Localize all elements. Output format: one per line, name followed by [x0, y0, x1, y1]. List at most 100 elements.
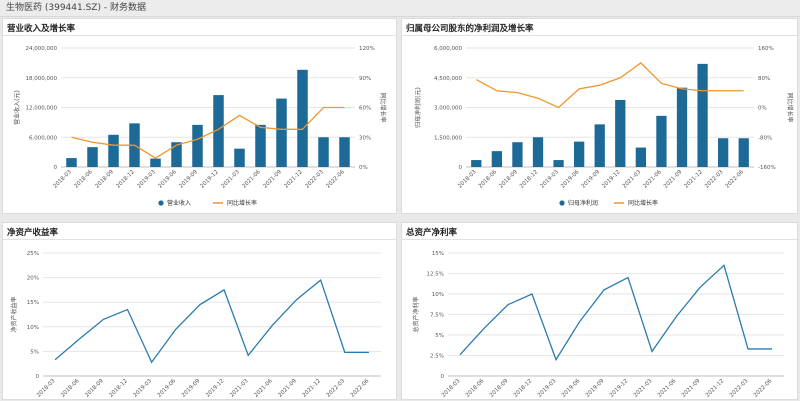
x-tick-label: 2021-12	[302, 378, 322, 398]
x-tick-label: 2022-03	[326, 378, 347, 399]
x-tick-label: 2019-06	[157, 169, 178, 190]
window-titlebar: 生物医药 (399441.SZ) - 财务数据	[0, 0, 800, 17]
bar	[192, 124, 203, 167]
y-tick-label: 0	[36, 374, 40, 380]
x-tick-label: 2022-03	[304, 169, 325, 190]
bar	[738, 138, 749, 167]
y-tick-label: 0	[441, 374, 445, 380]
y2-tick-label: -80%	[758, 135, 772, 141]
bar	[234, 148, 245, 167]
legend-bar-marker	[559, 200, 565, 206]
x-tick-label: 2019-06	[560, 169, 581, 190]
revenue-chart-panel: 营业收入及增长率 0 6,000,000 12,000,000 18,000,000 2…	[2, 18, 397, 214]
x-tick-label: 2021-03	[229, 378, 250, 399]
bar	[718, 138, 729, 167]
ratio-line	[54, 278, 369, 364]
y2-tick-label: 60%	[359, 106, 371, 112]
y-tick-label: 5%	[435, 333, 444, 339]
x-tick-label: 2022-06	[325, 169, 346, 190]
y-tick-label: 20%	[27, 276, 39, 282]
bar	[553, 160, 564, 167]
x-tick-label: 2019-03	[537, 378, 558, 399]
y2-tick-label: -160%	[758, 165, 776, 171]
x-tick-label: 2018-12	[519, 169, 539, 189]
bar	[66, 158, 77, 167]
y2-tick-label: 160%	[758, 46, 774, 52]
x-tick-label: 2021-03	[622, 169, 643, 190]
roa-chart-title: 总资产净利率	[406, 228, 458, 238]
y-tick-label: 18,000,000	[26, 76, 58, 82]
revenue-chart: 0 6,000,000 12,000,000 18,000,000 24,000,000…	[13, 46, 387, 207]
x-tick-label: 2021-12	[705, 378, 725, 398]
roe-chart-title: 净资产收益率	[7, 228, 59, 238]
x-tick-label: 2018-12	[513, 378, 533, 398]
y-tick-label: 0	[459, 165, 463, 171]
y-tick-label: 10%	[432, 292, 444, 298]
y2-tick-label: 0%	[359, 165, 368, 171]
x-tick-label: 2019-09	[585, 378, 606, 399]
x-tick-label: 2022-03	[729, 378, 750, 399]
y2-tick-label: 0%	[758, 106, 767, 112]
y2-axis-label: 同比增长率	[786, 92, 794, 122]
x-tick-label: 2019-09	[178, 169, 199, 190]
x-tick-label: 2018-09	[94, 169, 115, 190]
bar	[297, 69, 308, 167]
growth-rate-line	[71, 106, 345, 159]
ratio-line	[459, 264, 772, 362]
y2-tick-label: 30%	[359, 135, 371, 141]
x-tick-label: 2019-12	[601, 169, 621, 189]
growth-rate-line	[475, 62, 744, 109]
bar	[213, 95, 224, 167]
y2-tick-label: 90%	[359, 76, 371, 82]
x-tick-label: 2018-06	[60, 378, 81, 399]
x-tick-label: 2021-12	[683, 169, 703, 189]
x-tick-label: 2019-03	[133, 378, 154, 399]
x-tick-label: 2018-09	[84, 378, 105, 399]
bar	[471, 160, 482, 167]
bar	[615, 99, 626, 167]
bar	[150, 158, 161, 167]
x-tick-label: 2021-12	[283, 169, 303, 189]
bar	[512, 142, 523, 167]
y-axis-label: 总资产净利率	[412, 296, 420, 332]
y2-axis-label: 同比增长率	[379, 92, 387, 122]
roe-chart-panel: 净资产收益率 0 5% 10% 15% 20% 25% 净资产收益率 2018-03 2018-…	[2, 222, 397, 400]
x-tick-label: 2019-06	[157, 378, 178, 399]
x-tick-label: 2019-12	[609, 378, 629, 398]
y-tick-label: 0	[54, 165, 58, 171]
x-tick-label: 2021-09	[277, 378, 298, 399]
net-profit-chart: 0 1,500,000 3,000,000 4,500,000 6,000,000 归母净…	[414, 46, 794, 207]
y-tick-label: 15%	[27, 300, 39, 306]
bar	[594, 124, 605, 167]
x-tick-label: 2019-03	[136, 169, 157, 190]
bar	[87, 147, 98, 167]
bar	[676, 87, 688, 167]
y-tick-label: 24,000,000	[26, 46, 58, 52]
y-tick-label: 12.5%	[427, 272, 444, 278]
x-tick-label: 2021-06	[657, 378, 678, 399]
legend-bar-marker	[158, 200, 164, 206]
x-tick-label: 2022-06	[753, 378, 774, 399]
x-tick-label: 2021-03	[633, 378, 654, 399]
x-tick-label: 2021-09	[681, 378, 702, 399]
bar	[697, 63, 708, 167]
y-tick-label: 4,500,000	[434, 76, 462, 82]
bar	[491, 151, 502, 167]
y-tick-label: 15%	[432, 251, 444, 257]
net-profit-chart-panel: 归属母公司股东的净利润及增长率 0 1,500,000 3,000,000 4,500…	[401, 18, 798, 214]
x-tick-label: 2021-09	[262, 169, 283, 190]
x-tick-label: 2018-12	[108, 378, 128, 398]
x-tick-label: 2018-03	[52, 169, 73, 190]
x-tick-label: 2018-06	[465, 378, 486, 399]
x-tick-label: 2019-09	[581, 169, 602, 190]
y-tick-label: 6,000,000	[29, 135, 57, 141]
x-tick-label: 2019-12	[199, 169, 219, 189]
x-tick-label: 2018-09	[489, 378, 510, 399]
bar	[656, 115, 667, 167]
x-tick-label: 2019-06	[561, 378, 582, 399]
x-tick-label: 2019-03	[539, 169, 560, 190]
bar	[108, 134, 119, 167]
x-tick-label: 2022-06	[725, 169, 746, 190]
bar	[255, 124, 266, 167]
